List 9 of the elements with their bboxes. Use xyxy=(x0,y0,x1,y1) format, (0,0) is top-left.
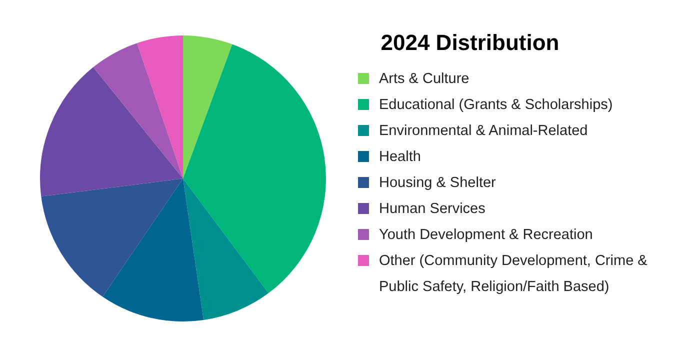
legend-label: Housing & Shelter xyxy=(379,174,496,193)
chart-title: 2024 Distribution xyxy=(380,30,560,56)
legend-label: Arts & Culture xyxy=(379,70,470,89)
legend-label: Educational (Grants & Scholarships) xyxy=(379,96,613,115)
legend-label: Youth Development & Recreation xyxy=(379,226,593,245)
legend-label: Environmental & Animal-Related xyxy=(379,122,588,141)
legend-label: Human Services xyxy=(379,200,486,219)
legend-label: Health xyxy=(379,148,421,167)
legend-label: Other (Community Development, Crime & Public Safety, Religion/Faith Based) xyxy=(379,252,648,297)
